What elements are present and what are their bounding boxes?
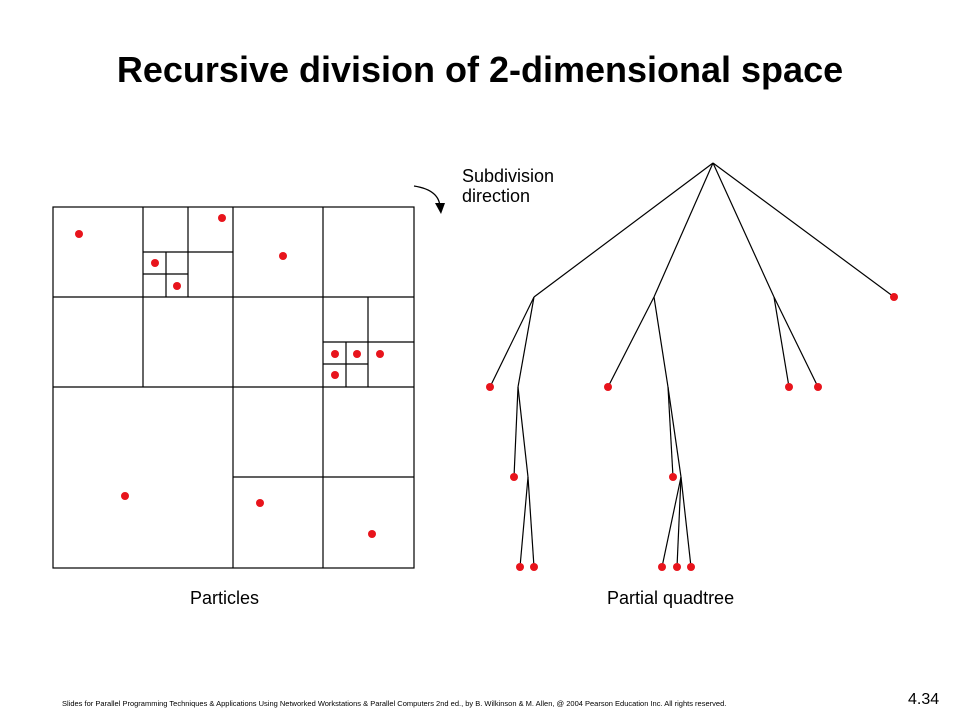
tree-edge	[513, 386, 519, 478]
particle	[218, 214, 226, 222]
particle	[173, 282, 181, 290]
particle	[256, 499, 264, 507]
tree-edge	[653, 296, 669, 388]
slide-number: 4.34	[908, 691, 940, 708]
tree-leaf	[673, 563, 681, 571]
quadtree-edges	[489, 162, 895, 568]
tree-leaf	[516, 563, 524, 571]
tree-edge	[607, 296, 655, 388]
particles-caption: Particles	[190, 588, 260, 608]
tree-edge	[676, 476, 682, 568]
tree-edge	[667, 386, 674, 478]
tree-edge	[712, 162, 775, 298]
tree-leaf	[486, 383, 494, 391]
tree-edge	[712, 162, 895, 298]
tree-leaf	[687, 563, 695, 571]
tree-leaf	[658, 563, 666, 571]
tree-edge	[680, 476, 692, 568]
tree-edge	[653, 162, 714, 298]
tree-edge	[667, 386, 682, 478]
tree-edge	[519, 476, 529, 568]
slide-title: Recursive division of 2-dimensional spac…	[116, 49, 844, 90]
particle	[368, 530, 376, 538]
particle	[331, 350, 339, 358]
tree-edge	[773, 296, 819, 388]
quadtree-caption: Partial quadtree	[607, 588, 735, 608]
particle	[331, 371, 339, 379]
tree-leaf	[814, 383, 822, 391]
tree-edge	[661, 476, 682, 568]
tree-leaf	[669, 473, 677, 481]
tree-edge	[489, 296, 535, 388]
tree-leaf	[530, 563, 538, 571]
copyright-footer: Slides for Parallel Programming Techniqu…	[62, 699, 727, 708]
tree-leaf	[510, 473, 518, 481]
tree-leaf	[785, 383, 793, 391]
particles-grid	[52, 206, 415, 569]
tree-leaf	[890, 293, 898, 301]
tree-leaf	[604, 383, 612, 391]
tree-edge	[773, 296, 790, 388]
quadtree-leaves	[486, 293, 898, 571]
particle	[353, 350, 361, 358]
particle	[376, 350, 384, 358]
subdivision-label-line1: Subdivision	[462, 166, 555, 186]
tree-edge	[527, 476, 535, 568]
tree-edge	[533, 162, 714, 298]
tree-edge	[517, 386, 529, 478]
particles	[75, 214, 384, 538]
particle	[121, 492, 129, 500]
subdivision-direction-label: Subdivision direction	[462, 166, 554, 206]
subdivision-label-line2: direction	[462, 186, 531, 206]
particle	[279, 252, 287, 260]
tree-edge	[517, 296, 535, 388]
curved-arrow-icon	[413, 185, 445, 214]
particle	[75, 230, 83, 238]
particle	[151, 259, 159, 267]
